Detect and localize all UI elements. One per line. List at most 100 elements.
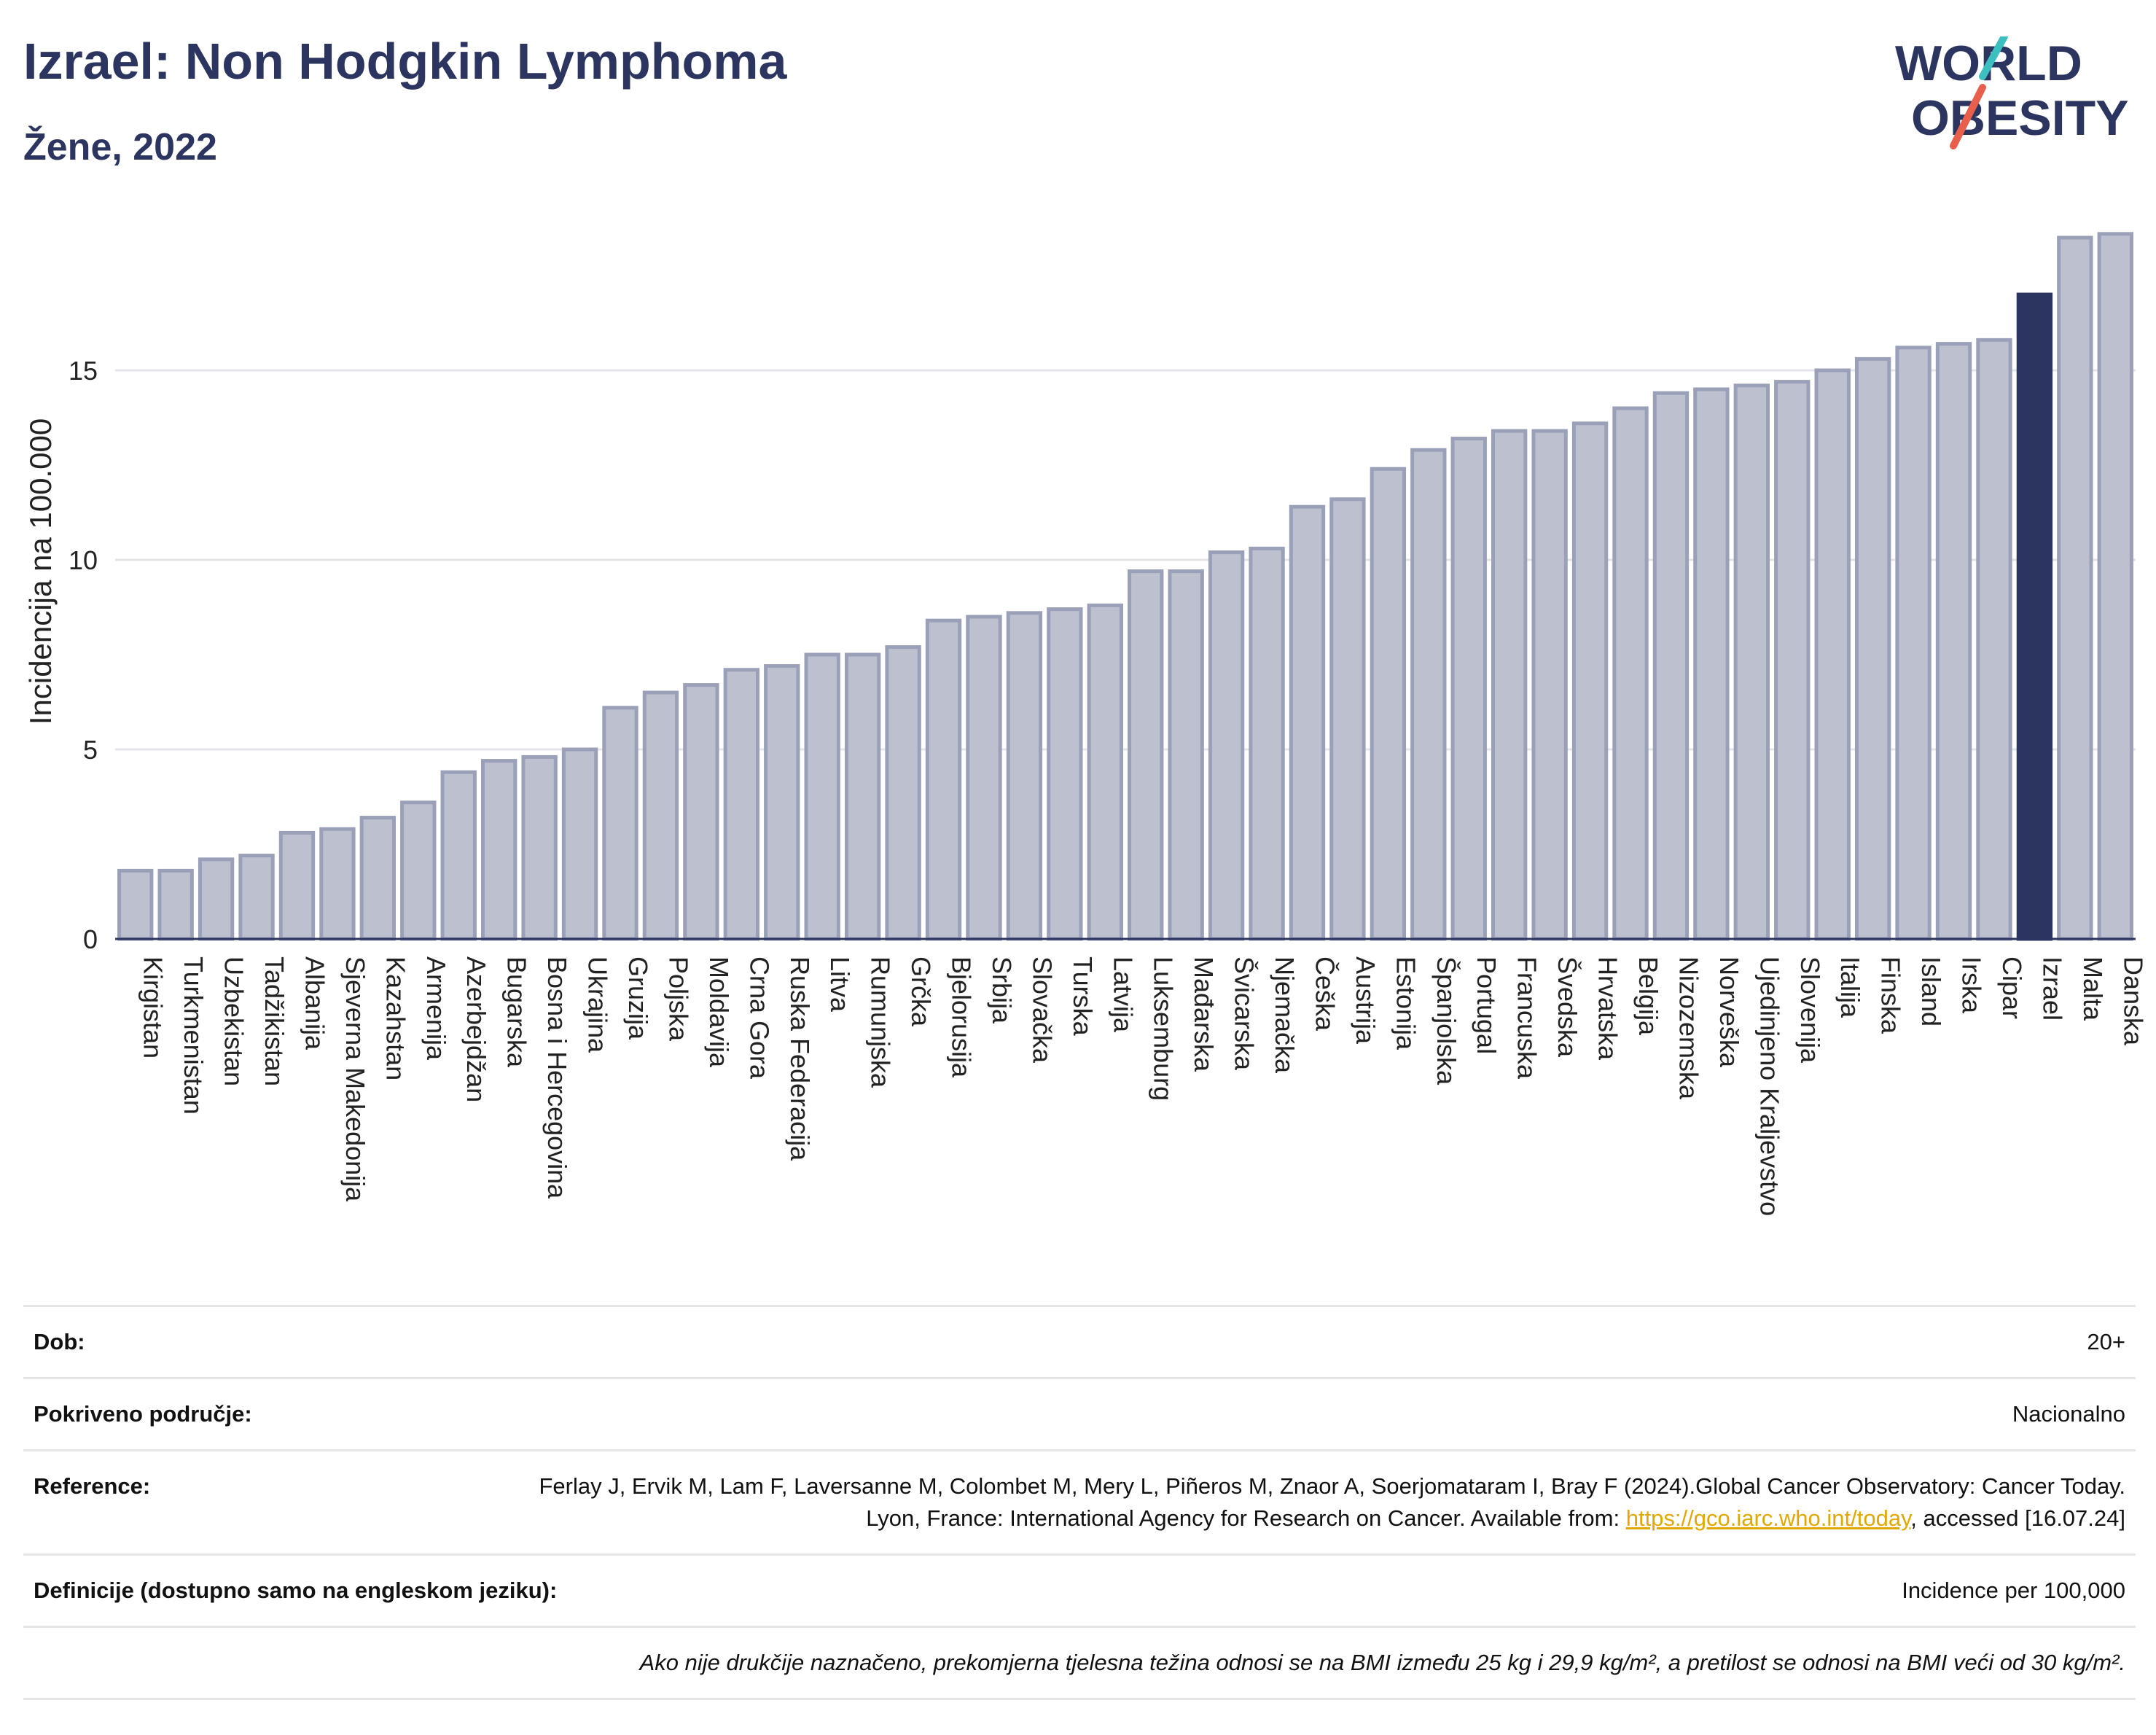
bar-48 [2057,235,2093,941]
x-tick-label-35: Švedska [1552,956,1582,1058]
x-tick-label-33: Portugal [1472,956,1501,1054]
bar-40 [1733,383,1770,941]
x-tick-label-39: Norveška [1714,956,1744,1068]
bar-19 [885,645,921,941]
bar-34 [1491,429,1528,941]
x-tick-label-9: Bugarska [502,956,532,1068]
x-tick-label-17: Litva [825,956,855,1013]
bar-47 [2016,292,2053,941]
x-tick-label-7: Armenija [421,956,451,1061]
x-tick-label-12: Gruzija [623,956,653,1040]
info-table: Dob: 20+ Pokriveno područje: Nacionalno … [23,1305,2136,1700]
coverage-value: Nacionalno [2012,1401,2125,1427]
bar-43 [1854,356,1891,941]
footnote: Ako nije drukčije naznačeno, prekomjerna… [639,1650,2125,1675]
x-tick-label-21: Srbija [987,956,1017,1024]
bar-30 [1329,497,1366,941]
x-tick-label-32: Španjolska [1432,956,1461,1085]
x-tick-label-13: Poljska [663,956,693,1042]
bar-37 [1612,406,1649,941]
x-tick-label-49: Danska [2118,956,2148,1046]
bar-41 [1774,380,1811,941]
chart-title: Izrael: Non Hodgkin Lymphoma [23,33,787,90]
reference-text-2: , accessed [16.07.24] [1910,1505,2125,1531]
x-tick-label-28: Njemačka [1270,956,1300,1074]
x-tick-label-44: Island [1916,956,1946,1026]
bar-27 [1208,550,1245,941]
reference-label: Reference: [34,1473,151,1499]
x-tick-label-4: Albanija [300,956,329,1050]
bar-15 [723,668,759,941]
bar-33 [1450,437,1487,941]
bar-35 [1531,429,1568,941]
info-row-definitions: Definicije (dostupno samo na engleskom j… [23,1553,2136,1626]
bar-10 [521,755,558,941]
x-tick-label-15: Crna Gora [744,956,774,1080]
x-tick-label-20: Bjelorusija [947,956,977,1078]
bar-31 [1370,467,1407,941]
bar-6 [359,816,397,941]
x-tick-label-43: Finska [1876,956,1906,1034]
y-tick-label-15: 15 [69,356,98,386]
age-label: Dob: [34,1329,85,1354]
logo-line2: OBESITY [1911,90,2129,146]
x-tick-label-3: Tadžikistan [259,956,289,1086]
x-tick-label-10: Bosna i Hercegovina [542,956,572,1199]
bar-49 [2097,232,2133,941]
bar-39 [1693,387,1730,941]
bar-28 [1249,546,1285,941]
bar-20 [925,618,962,941]
x-tick-label-29: Češka [1310,956,1340,1032]
x-tick-label-5: Sjeverna Makedonija [340,956,370,1202]
bar-17 [804,652,840,941]
y-tick-label-0: 0 [83,924,98,954]
age-value: 20+ [2087,1329,2125,1354]
x-tick-label-8: Azerbejdžan [461,956,491,1102]
bar-2 [198,857,235,941]
bar-21 [966,615,1002,941]
x-tick-label-45: Irska [1957,956,1987,1014]
bar-22 [1006,611,1043,941]
bar-1 [157,868,194,941]
bar-13 [642,690,679,941]
logo-slash-top [1979,36,2008,80]
bar-0 [117,868,154,941]
x-tick-label-27: Švicarska [1230,956,1259,1071]
x-tick-label-42: Italija [1835,956,1865,1018]
definitions-label: Definicije (dostupno samo na engleskom j… [34,1578,558,1603]
world-obesity-logo: WORLD OBESITY [1895,36,2129,149]
x-tick-label-26: Mađarska [1189,956,1219,1072]
bar-14 [683,683,719,941]
x-tick-label-2: Uzbekistan [219,956,249,1086]
info-row-age: Dob: 20+ [23,1305,2136,1377]
x-tick-label-38: Nizozemska [1673,956,1703,1100]
bar-46 [1976,338,2012,941]
x-tick-label-23: Turska [1068,956,1098,1037]
x-tick-label-6: Kazahstan [380,956,410,1080]
chart-subtitle: Žene, 2022 [23,126,217,168]
x-tick-label-25: Luksemburg [1149,956,1179,1101]
x-tick-label-36: Hrvatska [1593,956,1623,1061]
bar-26 [1168,569,1204,941]
x-tick-label-46: Cipar [1997,956,2027,1019]
bar-32 [1410,448,1447,941]
bar-23 [1047,607,1083,941]
bar-11 [561,747,598,941]
x-tick-label-37: Belgija [1633,956,1663,1036]
x-tick-label-18: Rumunjska [866,956,896,1088]
bar-36 [1571,421,1609,941]
bar-16 [764,664,800,941]
bar-45 [1935,342,1972,941]
reference-link[interactable]: https://gco.iarc.who.int/today [1625,1505,1911,1531]
x-tick-label-34: Francuska [1512,956,1542,1080]
y-tick-label-10: 10 [69,545,98,575]
bar-7 [400,800,437,941]
x-tick-label-14: Moldavija [704,956,734,1068]
bar-9 [481,759,517,941]
bar-4 [278,830,316,941]
reference-text-1: Ferlay J, Ervik M, Lam F, Laversanne M, … [539,1473,2125,1531]
x-tick-label-31: Estonija [1391,956,1421,1050]
reference-value: Ferlay J, Ervik M, Lam F, Laversanne M, … [536,1470,2125,1535]
bar-12 [602,706,638,941]
logo-slash-bottom [1950,84,1986,149]
